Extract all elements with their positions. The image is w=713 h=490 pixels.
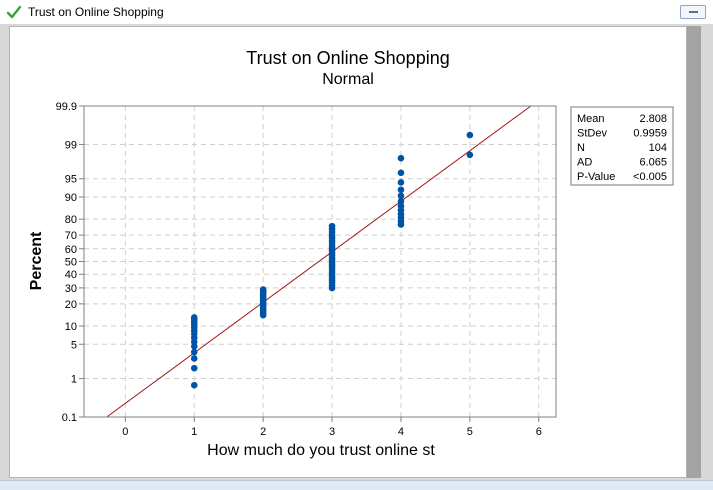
y-tick-label: 40: [65, 269, 77, 281]
data-point: [259, 286, 267, 293]
stat-value: 6.065: [639, 157, 667, 169]
data-point: [397, 186, 405, 194]
title-bar: Trust on Online Shopping: [0, 0, 713, 25]
legend-box: [570, 106, 674, 186]
y-tick-label: 0.1: [62, 412, 77, 424]
stat-value: 104: [649, 142, 667, 154]
stat-label: P-Value: [577, 171, 615, 183]
y-tick-label: 90: [65, 192, 77, 204]
stat-value: 2.808: [639, 113, 667, 125]
stat-label: N: [577, 142, 585, 154]
check-icon: [6, 5, 22, 19]
x-tick-label: 1: [191, 426, 197, 438]
y-tick-label: 99.9: [56, 101, 77, 113]
y-tick-label: 95: [65, 174, 77, 186]
stat-label: Mean: [577, 113, 605, 125]
y-tick-label: 80: [65, 214, 77, 226]
data-point: [466, 131, 474, 139]
stat-value: 0.9959: [633, 128, 667, 140]
window-title: Trust on Online Shopping: [28, 5, 164, 19]
x-tick-label: 2: [260, 426, 266, 438]
y-tick-label: 5: [71, 339, 77, 351]
data-point: [397, 202, 405, 210]
fitted-line: [106, 105, 532, 418]
chart-title: Trust on Online Shopping: [246, 48, 449, 68]
y-tick-label: 20: [65, 299, 77, 311]
data-point: [190, 381, 198, 389]
data-point: [190, 355, 198, 362]
x-axis-label: How much do you trust online st: [207, 442, 435, 459]
y-tick-label: 60: [65, 244, 77, 256]
x-tick-label: 5: [467, 426, 473, 438]
plot-area-border: [83, 105, 557, 418]
data-point: [190, 348, 198, 356]
data-point: [397, 169, 405, 177]
data-point: [397, 198, 405, 205]
probability-plot: Trust on Online Shopping Normal 0 1 2 3 4 5 60…: [28, 48, 674, 459]
y-tick-label: 30: [65, 283, 77, 295]
stat-label: StDev: [577, 128, 607, 140]
stats-legend: Mean 2.808 StDev 0.9959 N 104 AD 6.065 P-Value <0…: [570, 106, 674, 186]
bottom-border: [0, 480, 713, 490]
y-tick-label: 50: [65, 257, 77, 269]
stat-value: <0.005: [633, 171, 667, 183]
stat-label: AD: [577, 157, 592, 169]
minimize-button[interactable]: [680, 5, 706, 19]
x-tick-label: 3: [329, 426, 335, 438]
x-tick-label: 6: [536, 426, 542, 438]
data-point: [328, 222, 336, 230]
y-tick-label: 70: [65, 230, 77, 242]
data-point: [190, 314, 198, 321]
chart-subtitle: Normal: [322, 71, 374, 88]
y-tick-label: 99: [65, 139, 77, 151]
y-axis-label: Percent: [28, 231, 45, 290]
y-tick-label: 10: [65, 321, 77, 333]
vertical-scrollbar[interactable]: [687, 26, 701, 478]
x-tick-label: 4: [398, 426, 404, 438]
y-tick-label: 1: [71, 374, 77, 386]
data-point: [397, 154, 405, 162]
data-point: [397, 179, 405, 186]
data-point: [190, 364, 198, 372]
minimize-icon: [689, 11, 698, 13]
x-tick-label: 0: [122, 426, 128, 438]
data-point: [466, 151, 474, 159]
data-point: [397, 192, 405, 200]
